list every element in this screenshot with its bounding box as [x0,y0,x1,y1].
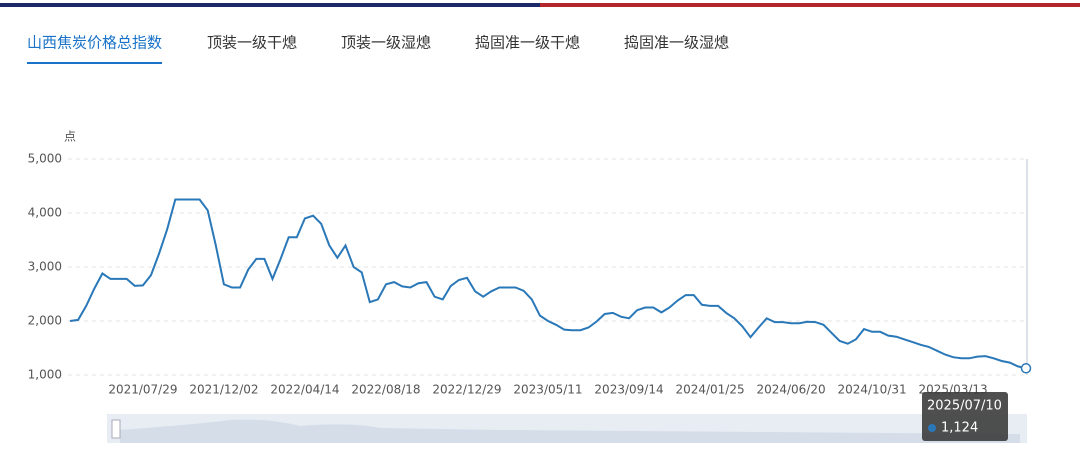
x-tick-label: 2021/12/02 [189,383,258,397]
tooltip-box [922,392,1008,441]
tab-underline [27,62,163,64]
tooltip-dot [928,424,936,432]
tab[interactable]: 捣固准一级干熄 [475,34,580,52]
x-tick-label: 2024/01/25 [675,383,744,397]
tab[interactable]: 捣固准一级湿熄 [624,34,729,52]
x-tick-label: 2021/07/29 [108,383,177,397]
x-tick-label: 2022/04/14 [270,383,339,397]
tab[interactable]: 山西焦炭价格总指数 [27,34,162,52]
x-tick-label: 2022/12/29 [432,383,501,397]
y-tick-label: 4,000 [28,206,62,220]
y-axis-label: 点 [64,130,76,144]
tab[interactable]: 顶装一级湿熄 [341,34,431,52]
tooltip-value: 1,124 [941,421,978,436]
zoom-handle[interactable] [111,419,121,439]
top-bar-right [540,3,1080,7]
x-tick-label: 2024/10/31 [837,383,906,397]
y-tick-label: 1,000 [28,368,62,382]
y-tick-label: 2,000 [28,314,62,328]
y-tick-label: 3,000 [28,260,62,274]
tooltip: 2025/07/10 1,124 [922,392,1008,441]
zoom-preview [120,419,1020,443]
x-tick-label: 2023/05/11 [513,383,582,397]
top-bar-left [0,3,540,7]
x-tick-label: 2022/08/18 [351,383,420,397]
y-tick-label: 5,000 [28,152,62,166]
hover-point [1020,363,1032,374]
line [69,198,1027,370]
tab[interactable]: 顶装一级干熄 [207,34,297,52]
tooltip-date: 2025/07/10 [927,399,1002,414]
x-tick-label: 2023/09/14 [594,383,663,397]
x-tick-label: 2024/06/20 [756,383,825,397]
